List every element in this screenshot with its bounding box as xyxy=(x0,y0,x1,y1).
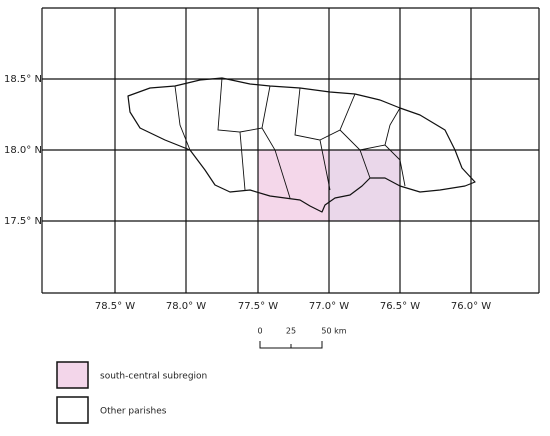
legend-label: Other parishes xyxy=(100,407,167,417)
legend: south-central subregion Other parishes xyxy=(56,361,207,424)
longitude-label: 78.5° W xyxy=(95,301,135,312)
longitude-label: 77.5° W xyxy=(238,301,278,312)
legend-swatch xyxy=(56,361,89,389)
scale-label: 50 km xyxy=(321,327,346,336)
scale-bar: 0 25 50 km xyxy=(257,327,347,349)
map: 18.5° N 18.0° N 17.5° N 78.5° W 78.0° W 77.5°… xyxy=(4,7,540,312)
scale-label: 25 xyxy=(286,327,296,336)
longitude-label: 76.0° W xyxy=(451,301,491,312)
latitude-label: 17.5° N xyxy=(4,216,42,227)
scale-label: 0 xyxy=(257,327,262,336)
longitude-label: 77.0° W xyxy=(309,301,349,312)
subregion-area xyxy=(329,150,400,221)
latitude-label: 18.0° N xyxy=(4,145,42,156)
legend-label: south-central subregion xyxy=(100,372,207,382)
scale-bar-line xyxy=(259,341,323,349)
graticule: 18.5° N 18.0° N 17.5° N 78.5° W 78.0° W 77.5°… xyxy=(4,7,540,312)
longitude-label: 76.5° W xyxy=(380,301,420,312)
latitude-label: 18.5° N xyxy=(4,74,42,85)
legend-swatch xyxy=(56,396,89,424)
longitude-label: 78.0° W xyxy=(166,301,206,312)
